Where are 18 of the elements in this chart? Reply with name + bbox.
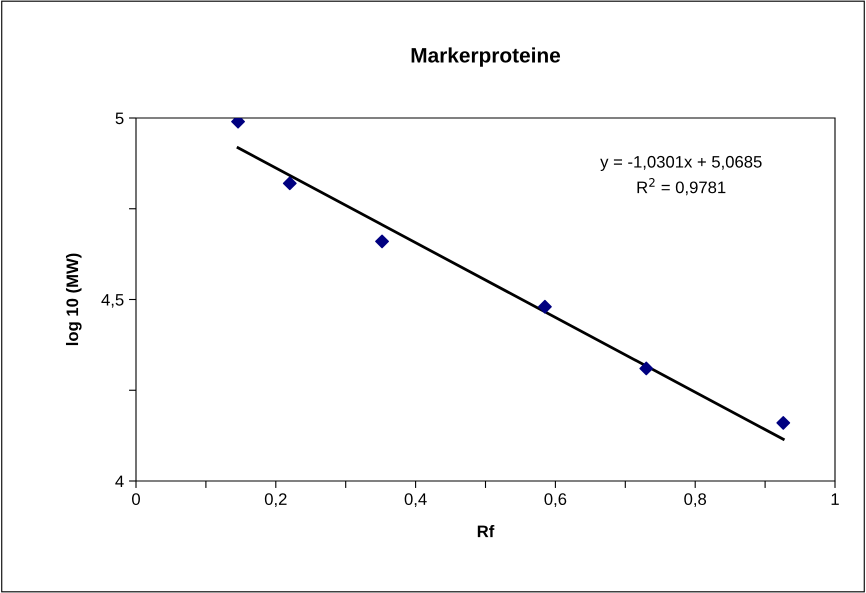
chart-title: Markerproteine [412,47,560,67]
y-axis-title: log 10 (MW) [66,254,82,346]
x-tick-label: 0 [132,493,140,506]
x-tick-label: 0,4 [404,493,427,508]
x-tick-label: 1 [832,493,839,505]
x-tick-label: 0,6 [544,493,566,508]
x-tick-label: 0,2 [264,493,287,508]
x-tick-label: 0,8 [684,493,706,508]
point [375,234,389,248]
annotation: y = -1,0301x + 5,0685 R$^{2}$ = 0,9781 [600,156,762,196]
x-axis-title: Rf [478,525,494,538]
point [538,300,552,314]
y-tick-label: 4,5 [101,294,124,308]
y-tick-label: 4 [115,476,124,488]
point [639,362,654,376]
point [776,416,790,430]
y-tick-label: 5 [116,112,124,124]
point [282,176,297,190]
